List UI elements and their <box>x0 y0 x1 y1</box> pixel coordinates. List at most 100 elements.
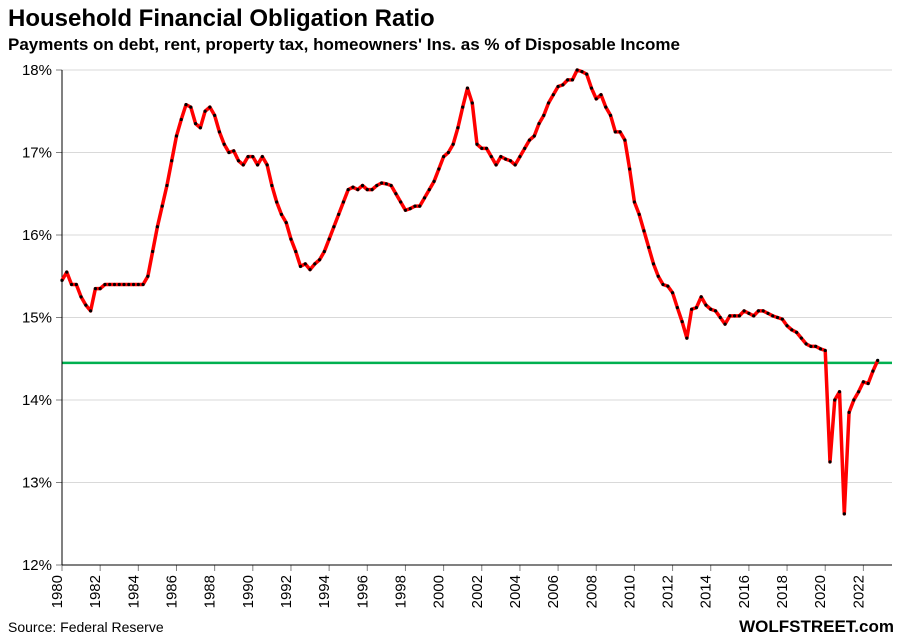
x-axis-label: 2016 <box>736 575 753 608</box>
data-marker <box>347 188 350 191</box>
x-axis-label: 1984 <box>125 575 142 608</box>
y-axis-label: 15% <box>22 310 52 327</box>
data-marker <box>657 275 660 278</box>
data-marker <box>671 291 674 294</box>
data-marker <box>490 155 493 158</box>
data-marker <box>681 320 684 323</box>
data-marker <box>428 188 431 191</box>
data-marker <box>332 225 335 228</box>
data-marker <box>366 188 369 191</box>
x-axis-label: 2010 <box>621 575 638 608</box>
data-marker <box>156 225 159 228</box>
data-marker <box>84 304 87 307</box>
data-marker <box>852 398 855 401</box>
x-axis-label: 2006 <box>545 575 562 608</box>
data-marker <box>423 196 426 199</box>
data-marker <box>204 110 207 113</box>
data-marker <box>762 309 765 312</box>
data-marker <box>547 101 550 104</box>
data-marker <box>194 122 197 125</box>
data-marker <box>552 93 555 96</box>
x-axis-label: 2014 <box>698 575 715 608</box>
data-marker <box>695 306 698 309</box>
data-marker <box>766 312 769 315</box>
data-marker <box>266 163 269 166</box>
data-marker <box>843 512 846 515</box>
x-axis-label: 1986 <box>163 575 180 608</box>
data-marker <box>571 78 574 81</box>
data-marker <box>323 250 326 253</box>
data-marker <box>733 314 736 317</box>
data-marker <box>700 295 703 298</box>
data-marker <box>218 130 221 133</box>
data-marker <box>113 283 116 286</box>
data-marker <box>494 163 497 166</box>
data-marker <box>442 155 445 158</box>
data-marker <box>604 106 607 109</box>
data-marker <box>165 184 168 187</box>
data-marker <box>299 265 302 268</box>
data-marker <box>638 213 641 216</box>
data-marker <box>499 155 502 158</box>
data-marker <box>447 151 450 154</box>
data-marker <box>103 283 106 286</box>
x-axis-label: 2018 <box>774 575 791 608</box>
data-marker <box>623 139 626 142</box>
data-marker <box>184 103 187 106</box>
data-marker <box>342 200 345 203</box>
data-marker <box>280 213 283 216</box>
data-line <box>62 70 878 514</box>
data-marker <box>504 158 507 161</box>
data-marker <box>790 328 793 331</box>
data-marker <box>809 345 812 348</box>
data-marker <box>223 143 226 146</box>
data-marker <box>685 337 688 340</box>
data-marker <box>432 180 435 183</box>
data-marker <box>485 147 488 150</box>
data-marker <box>709 308 712 311</box>
data-marker <box>795 331 798 334</box>
data-marker <box>328 238 331 241</box>
data-marker <box>304 262 307 265</box>
data-marker <box>232 149 235 152</box>
data-marker <box>475 143 478 146</box>
x-axis-label: 1996 <box>354 575 371 608</box>
chart-subtitle: Payments on debt, rent, property tax, ho… <box>8 35 680 54</box>
data-marker <box>824 349 827 352</box>
data-marker <box>409 207 412 210</box>
data-marker <box>867 382 870 385</box>
x-axis-label: 1982 <box>87 575 104 608</box>
data-marker <box>394 192 397 195</box>
data-marker <box>127 283 130 286</box>
y-axis-label: 16% <box>22 227 52 244</box>
data-marker <box>99 287 102 290</box>
data-marker <box>838 390 841 393</box>
data-marker <box>356 188 359 191</box>
y-axis-label: 13% <box>22 475 52 492</box>
x-axis-label: 2000 <box>431 575 448 608</box>
data-marker <box>828 460 831 463</box>
data-marker <box>351 186 354 189</box>
x-axis-label: 2012 <box>660 575 677 608</box>
data-marker <box>471 101 474 104</box>
data-marker <box>514 163 517 166</box>
data-marker <box>704 304 707 307</box>
x-axis-label: 1998 <box>392 575 409 608</box>
source-text: Source: Federal Reserve <box>8 619 164 635</box>
data-marker <box>213 114 216 117</box>
data-marker <box>289 238 292 241</box>
data-marker <box>633 200 636 203</box>
data-marker <box>242 163 245 166</box>
data-marker <box>275 200 278 203</box>
data-marker <box>199 126 202 129</box>
data-marker <box>781 318 784 321</box>
data-marker <box>146 275 149 278</box>
data-marker <box>418 205 421 208</box>
data-marker <box>609 114 612 117</box>
data-marker <box>509 159 512 162</box>
attribution-text: WOLFSTREET.com <box>739 617 894 636</box>
data-marker <box>456 126 459 129</box>
data-marker <box>590 87 593 90</box>
data-marker <box>528 139 531 142</box>
data-marker <box>776 316 779 319</box>
